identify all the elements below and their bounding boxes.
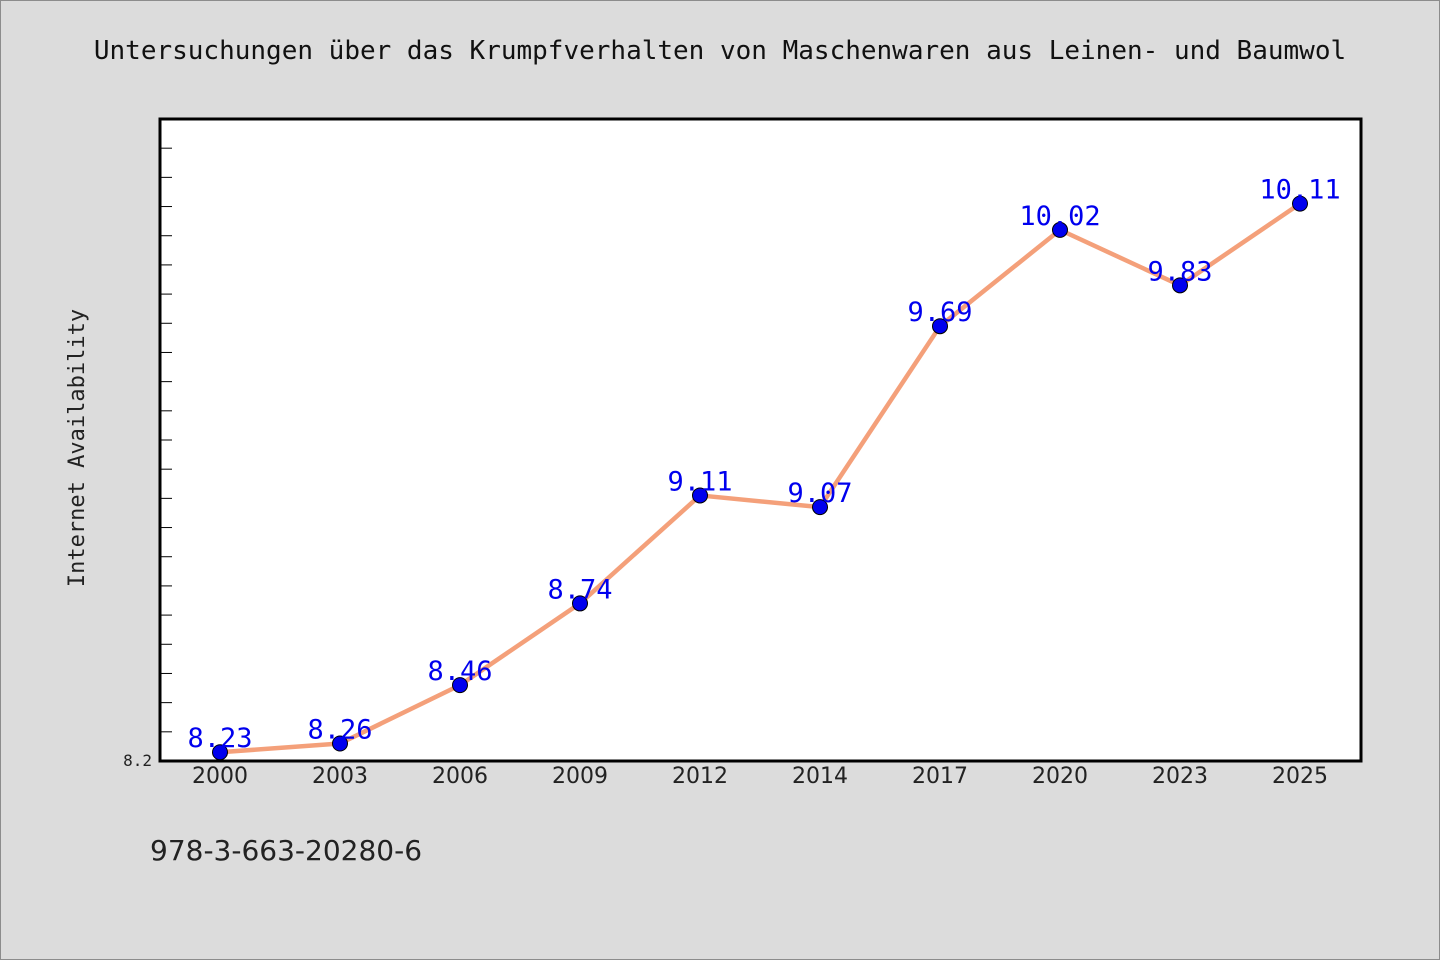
data-labels: 8.23 8.26 8.46 8.74 9.11 9.07 9.69 10.02 9.83 10.… <box>187 175 1340 755</box>
data-point <box>572 595 588 612</box>
data-point <box>212 744 228 761</box>
x-tick-label: 2020 <box>1032 764 1088 789</box>
x-tick-label: 2000 <box>192 764 248 789</box>
plot-area <box>158 117 1363 763</box>
data-label: 8.46 <box>427 656 492 687</box>
data-label: 9.11 <box>667 466 732 497</box>
series-markers <box>212 195 1308 761</box>
x-tick-label: 2014 <box>792 764 848 789</box>
x-tick-label: 2003 <box>312 764 368 789</box>
data-point <box>452 677 468 694</box>
data-label: 10.11 <box>1259 175 1340 206</box>
data-label: 8.74 <box>547 574 612 605</box>
data-label: 9.83 <box>1147 256 1212 287</box>
y-axis-ticks <box>160 118 172 762</box>
data-label: 10.02 <box>1019 201 1100 232</box>
x-tick-label: 2017 <box>912 764 968 789</box>
data-point <box>1172 277 1188 294</box>
data-point <box>692 487 708 504</box>
data-label: 9.07 <box>787 478 852 509</box>
isbn-label: 978-3-663-20280-6 <box>150 834 423 867</box>
x-tick-label: 2009 <box>552 764 608 789</box>
x-tick-label: 2023 <box>1152 764 1208 789</box>
data-label: 9.69 <box>907 297 972 328</box>
data-point <box>1052 221 1068 238</box>
x-tick-label: 2025 <box>1272 764 1328 789</box>
data-label: 8.23 <box>187 723 252 754</box>
x-tick-label: 2012 <box>672 764 728 789</box>
data-point <box>812 499 828 516</box>
x-axis-tick-labels: 2000 2003 2006 2009 2012 2014 2017 2020 2023 2025 <box>192 764 1328 789</box>
data-point <box>932 318 948 335</box>
data-point <box>332 735 348 752</box>
y-axis-tick-labels: 8.2 <box>123 751 152 770</box>
data-point <box>1292 195 1308 212</box>
y-tick-label: 8.2 <box>123 751 152 770</box>
chart-title: Untersuchungen über das Krumpfverhalten … <box>93 36 1347 66</box>
data-label: 8.26 <box>307 714 372 745</box>
x-tick-label: 2006 <box>432 764 488 789</box>
y-axis-label: Internet Availability <box>65 309 90 587</box>
series-line <box>219 201 1302 755</box>
